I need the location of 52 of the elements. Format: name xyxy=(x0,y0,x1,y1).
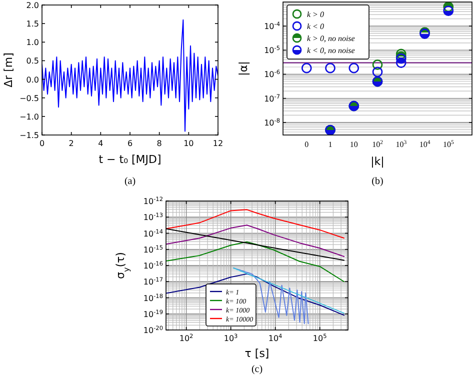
y-tick-label: 10$^{-17}$ xyxy=(143,276,164,287)
legend-label: k > 0, no noise xyxy=(307,34,356,43)
y-tick-label: 1.5 xyxy=(26,20,39,29)
x-tick-label: 10$^{5}$ xyxy=(442,140,454,149)
text: (b) xyxy=(372,176,384,187)
x-tick-label: 10$^{4}$ xyxy=(419,140,430,149)
x-axis-title: |k| xyxy=(370,155,384,168)
y-tick-label: 2.0 xyxy=(26,1,39,10)
y-tick-label: 10$^{-20}$ xyxy=(143,325,164,335)
x-tick-label: 10$^{3}$ xyxy=(224,333,238,343)
x-tick-label: 10$^{2}$ xyxy=(179,333,194,343)
y-tick-label: 10$^{-16}$ xyxy=(143,260,164,270)
y-tick-label: 1.0 xyxy=(26,38,39,48)
x-tick-label: 12 xyxy=(212,139,224,148)
legend-label: k > 0 xyxy=(307,10,324,19)
y-tick-label: 0.5 xyxy=(26,56,39,66)
x-tick-label: 10 xyxy=(184,139,194,148)
x-tick-label: 0 xyxy=(39,139,45,148)
x-axis-title: τ [s] xyxy=(244,347,270,360)
y-tick-label: 10$^{-13}$ xyxy=(143,212,164,222)
y-tick-label: 10$^{-18}$ xyxy=(143,292,164,303)
x-axis-title: t − t₀ [MJD] xyxy=(98,153,162,166)
x-tick-label: 10$^{4}$ xyxy=(268,333,283,343)
y-axis-title: |α| xyxy=(237,61,250,76)
x-tick-label: 8 xyxy=(156,139,162,148)
y-tick-label: −1.0 xyxy=(20,112,39,122)
text: (a) xyxy=(124,176,136,187)
y-tick-label: 10$^{-8}$ xyxy=(264,117,280,128)
x-tick-label: 4 xyxy=(98,139,104,148)
x-tick-label: 10$^{5}$ xyxy=(312,333,328,343)
y-tick-label: 10$^{-6}$ xyxy=(264,69,280,80)
y-axis-title: Δr [m] xyxy=(2,52,15,88)
y-tick-label: 10$^{-5}$ xyxy=(264,45,280,56)
y-tick-label: 10$^{-4}$ xyxy=(264,21,280,32)
y-tick-label: 10$^{-14}$ xyxy=(143,228,164,238)
x-tick-label: 1 xyxy=(328,140,332,149)
x-tick-label: 10$^{2}$ xyxy=(372,140,384,149)
y-tick-label: 0.0 xyxy=(26,75,39,84)
y-tick-label: 10$^{-7}$ xyxy=(264,93,280,104)
x-tick-label: 10 xyxy=(350,140,358,149)
x-tick-label: 10$^{3}$ xyxy=(396,140,407,149)
y-tick-label: 10$^{-12}$ xyxy=(143,196,164,206)
legend-label: k < 0, no noise xyxy=(307,46,356,55)
y-tick-label: −0.5 xyxy=(20,94,39,103)
x-tick-label: 0 xyxy=(304,140,309,149)
y-tick-label: 10$^{-15}$ xyxy=(143,244,164,254)
x-tick-label: 6 xyxy=(127,139,133,148)
y-tick-label: 10$^{-19}$ xyxy=(143,308,164,319)
x-tick-label: 2 xyxy=(68,139,74,148)
y-tick-label: −1.5 xyxy=(20,131,39,140)
text: (c) xyxy=(251,364,263,375)
legend-label: k < 0 xyxy=(307,22,324,31)
